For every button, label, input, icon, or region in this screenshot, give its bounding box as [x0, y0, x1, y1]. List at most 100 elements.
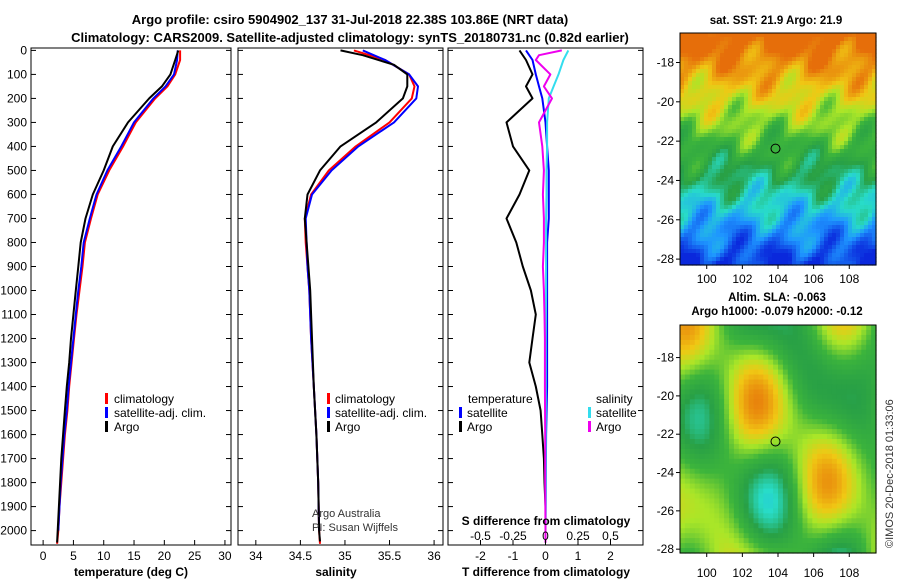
heatmap-cell — [704, 253, 709, 258]
heatmap-cell — [680, 453, 686, 460]
heatmap-cell — [758, 374, 764, 381]
heatmap-cell — [780, 85, 785, 90]
heatmap-cell — [680, 523, 686, 529]
heatmap-cell — [684, 443, 691, 450]
heatmap-cell — [817, 349, 823, 356]
heatmap-cell — [861, 458, 867, 465]
heatmap-cell — [831, 344, 838, 351]
heatmap-cell — [807, 548, 813, 554]
heatmap-cell — [856, 399, 862, 405]
heatmap-cell — [763, 404, 769, 410]
heatmap-cell — [808, 257, 813, 262]
heatmap-cell — [782, 399, 789, 405]
heatmap-cell — [868, 149, 873, 154]
heatmap-cell — [841, 533, 848, 539]
heatmap-cell — [866, 339, 872, 346]
heatmap-cell — [768, 261, 773, 266]
heatmap-cell — [802, 463, 808, 470]
map-x-tick-label: 104 — [768, 566, 788, 580]
heatmap-cell — [804, 161, 809, 166]
heatmap-cell — [684, 105, 689, 110]
heatmap-cell — [816, 237, 821, 242]
heatmap-cell — [729, 528, 735, 534]
heatmap-cell — [824, 229, 829, 234]
heatmap-cell — [694, 439, 701, 445]
heatmap-cell — [732, 205, 737, 210]
heatmap-cell — [792, 379, 799, 386]
heatmap-cell — [864, 205, 869, 210]
heatmap-cell — [699, 434, 706, 440]
heatmap-cell — [748, 185, 753, 190]
heatmap-cell — [836, 149, 841, 154]
heatmap-cell — [764, 205, 769, 210]
heatmap-cell — [804, 221, 809, 226]
heatmap-cell — [841, 538, 848, 544]
heatmap-cell — [812, 145, 817, 150]
heatmap-cell — [856, 193, 861, 198]
heatmap-cell — [764, 189, 769, 194]
heatmap-cell — [816, 97, 821, 102]
heatmap-cell — [740, 185, 745, 190]
heatmap-cell — [744, 101, 749, 106]
heatmap-cell — [831, 354, 838, 361]
heatmap-cell — [787, 389, 794, 395]
heatmap-cell — [844, 229, 849, 234]
heatmap-cell — [680, 213, 685, 218]
heatmap-cell — [729, 443, 735, 450]
heatmap-cell — [864, 241, 869, 246]
heatmap-cell — [831, 483, 838, 490]
heatmap-cell — [712, 221, 717, 226]
heatmap-cell — [699, 468, 706, 475]
heatmap-cell — [797, 458, 804, 465]
heatmap-cell — [708, 49, 713, 54]
heatmap-cell — [692, 113, 697, 118]
t-difference-x-tick-label: 0 — [542, 549, 549, 563]
heatmap-cell — [802, 458, 808, 465]
heatmap-cell — [868, 41, 873, 46]
heatmap-cell — [782, 349, 789, 356]
heatmap-cell — [680, 145, 685, 150]
heatmap-cell — [733, 394, 740, 400]
heatmap-cell — [848, 237, 853, 242]
heatmap-cell — [740, 93, 745, 98]
heatmap-cell — [753, 394, 759, 400]
heatmap-cell — [763, 533, 769, 539]
heatmap-cell — [836, 518, 843, 524]
heatmap-cell — [817, 518, 823, 524]
heatmap-cell — [724, 93, 729, 98]
temperature-x-tick-label: 25 — [188, 549, 202, 563]
heatmap-cell — [856, 169, 861, 174]
heatmap-cell — [688, 205, 693, 210]
heatmap-cell — [827, 543, 833, 549]
heatmap-cell — [872, 105, 877, 110]
heatmap-cell — [784, 69, 789, 74]
heatmap-cell — [784, 149, 789, 154]
heatmap-cell — [861, 473, 867, 480]
heatmap-cell — [720, 137, 725, 142]
heatmap-cell — [733, 493, 740, 500]
heatmap-cell — [700, 89, 705, 94]
heatmap-cell — [768, 193, 773, 198]
heatmap-cell — [714, 349, 720, 356]
heatmap-cell — [851, 354, 857, 361]
heatmap-cell — [700, 233, 705, 238]
heatmap-cell — [704, 548, 710, 554]
heatmap-cell — [696, 45, 701, 50]
heatmap-cell — [712, 89, 717, 94]
heatmap-cell — [792, 394, 799, 400]
heatmap-cell — [764, 69, 769, 74]
heatmap-cell — [784, 213, 789, 218]
heatmap-cell — [860, 125, 865, 130]
heatmap-cell — [680, 229, 685, 234]
heatmap-cell — [748, 85, 753, 90]
heatmap-cell — [831, 389, 838, 395]
series-line-t-satellite — [525, 49, 550, 531]
heatmap-cell — [694, 483, 701, 490]
heatmap-cell — [704, 185, 709, 190]
heatmap-cell — [840, 53, 845, 58]
heatmap-cell — [740, 217, 745, 222]
heatmap-cell — [763, 483, 769, 490]
heatmap-cell — [756, 109, 761, 114]
heatmap-cell — [748, 443, 755, 450]
heatmap-cell — [720, 57, 725, 62]
